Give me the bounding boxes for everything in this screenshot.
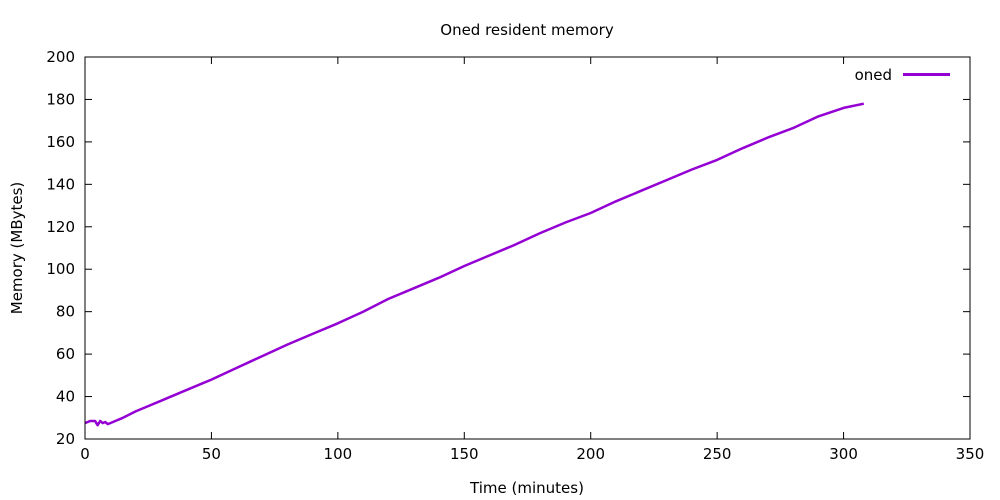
x-tick-label: 300	[829, 445, 858, 463]
x-tick-label: 150	[450, 445, 479, 463]
x-tick-label: 350	[956, 445, 985, 463]
y-axis-title: Memory (MBytes)	[8, 182, 26, 315]
y-tick-label: 20	[56, 430, 75, 448]
y-tick-label: 200	[46, 48, 75, 66]
y-tick-label: 60	[56, 345, 75, 363]
y-tick-label: 80	[56, 303, 75, 321]
x-axis-title: Time (minutes)	[469, 479, 584, 497]
legend: oned	[855, 66, 950, 84]
y-tick-label: 100	[46, 260, 75, 278]
x-tick-label: 50	[202, 445, 221, 463]
chart-title: Oned resident memory	[440, 21, 614, 39]
x-tick-label: 100	[324, 445, 353, 463]
y-tick-label: 160	[46, 133, 75, 151]
y-tick-label: 140	[46, 175, 75, 193]
axis-ticks	[84, 56, 971, 440]
y-tick-label: 180	[46, 90, 75, 108]
x-tick-label: 0	[80, 445, 90, 463]
axis-tick-labels: 0 50 100 150 200 250 300 350 20 40 60 80 100 120 140 16…	[46, 48, 984, 463]
series-line-oned	[84, 102, 865, 427]
x-tick-label: 200	[576, 445, 605, 463]
y-tick-label: 40	[56, 388, 75, 406]
legend-label-oned: oned	[855, 66, 892, 84]
y-tick-label: 120	[46, 218, 75, 236]
plot-frame	[84, 56, 971, 440]
series-layer	[84, 102, 865, 427]
x-tick-label: 250	[703, 445, 732, 463]
